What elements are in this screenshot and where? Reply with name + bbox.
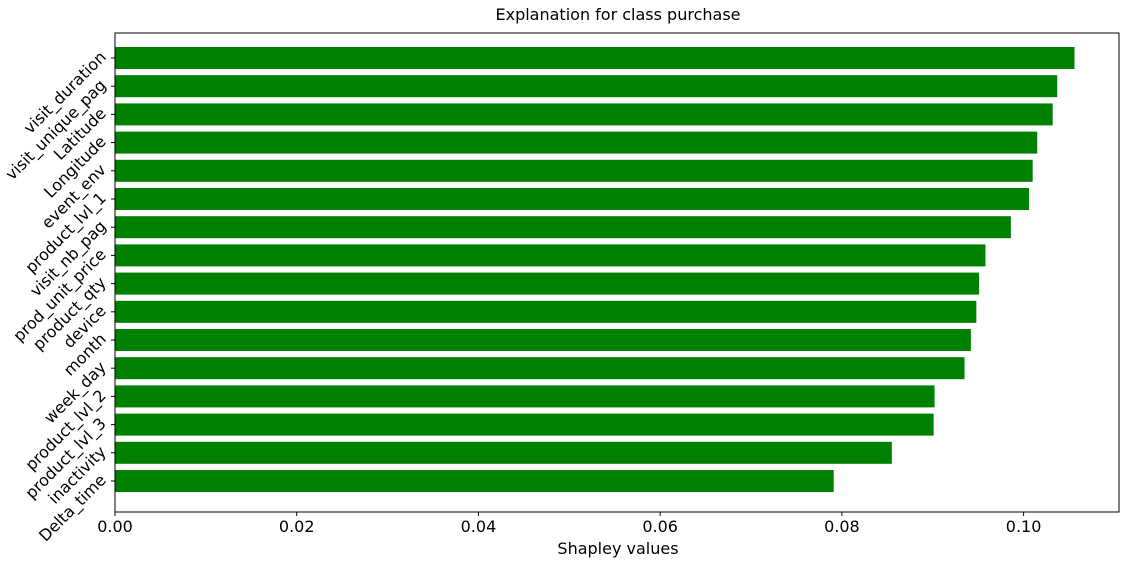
bar-inactivity xyxy=(115,441,892,464)
x-ticks-group: 0.00 0.02 0.04 0.06 0.08 0.10 xyxy=(97,512,1041,536)
x-tick-label: 0.00 xyxy=(97,517,133,536)
bar-Latitude xyxy=(115,103,1053,126)
bar-event_env xyxy=(115,159,1033,182)
x-tick-label: 0.10 xyxy=(1006,517,1042,536)
bars-group xyxy=(115,47,1075,492)
chart-title: Explanation for class purchase xyxy=(496,5,741,24)
category-labels-group: visit_durationvisit_unique_pagLatitudeLo… xyxy=(2,47,115,546)
bar-product_qty xyxy=(115,272,980,295)
x-tick-label: 0.06 xyxy=(642,517,678,536)
bar-product_lvl_2 xyxy=(115,385,935,408)
bar-week_day xyxy=(115,357,965,380)
bar-visit_unique_pag xyxy=(115,75,1058,98)
x-tick-label: 0.08 xyxy=(824,517,860,536)
bar-device xyxy=(115,300,977,323)
x-axis-label: Shapley values xyxy=(557,539,678,558)
bar-visit_nb_pag xyxy=(115,216,1011,239)
plot-frame xyxy=(114,32,1120,513)
bar-prod_unit_price xyxy=(115,244,986,267)
bar-visit_duration xyxy=(115,47,1075,69)
bar-product_lvl_3 xyxy=(115,413,934,436)
bar-Longitude xyxy=(115,131,1038,154)
x-tick-label: 0.04 xyxy=(461,517,497,536)
bar-month xyxy=(115,329,971,351)
bar-Delta_time xyxy=(115,470,834,492)
bar-product_lvl_1 xyxy=(115,188,1030,210)
x-tick-label: 0.02 xyxy=(279,517,315,536)
